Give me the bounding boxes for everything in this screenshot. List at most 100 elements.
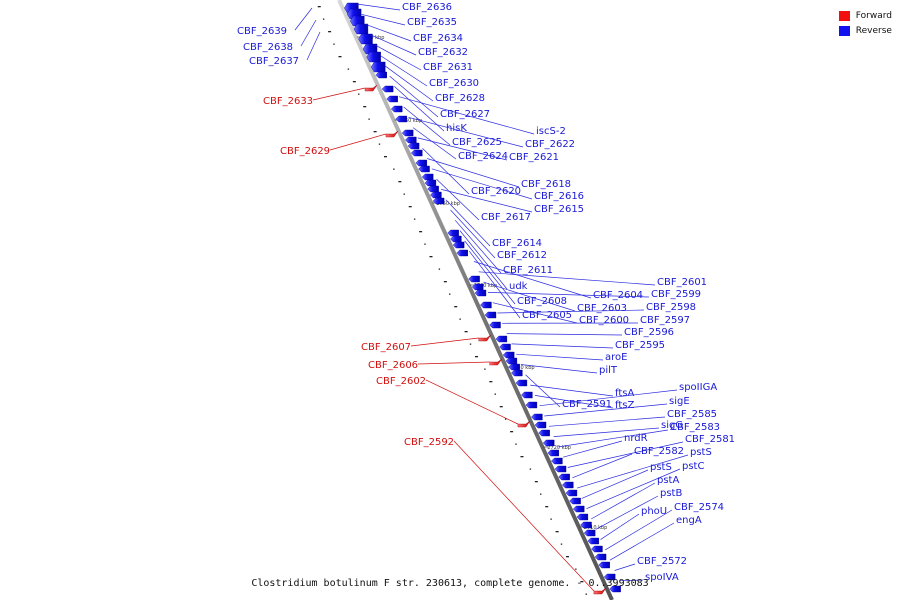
gene-label[interactable]: CBF_2638	[243, 42, 293, 53]
reverse-feature[interactable]	[525, 401, 538, 409]
gene-label[interactable]: CBF_2596	[624, 327, 674, 338]
gene-label[interactable]: CBF_2604	[593, 290, 643, 301]
gene-label[interactable]: phoU	[641, 506, 667, 517]
gene-label[interactable]: CBF_2633	[263, 96, 313, 107]
reverse-feature[interactable]	[430, 191, 442, 199]
gene-label[interactable]: CBF_2622	[525, 139, 575, 150]
reverse-feature[interactable]	[502, 351, 515, 359]
gene-label[interactable]: CBF_2631	[423, 62, 473, 73]
reverse-feature[interactable]	[587, 537, 599, 545]
reverse-feature[interactable]	[583, 529, 596, 537]
gene-label[interactable]: CBF_2582	[634, 446, 684, 457]
reverse-feature[interactable]	[562, 481, 574, 489]
gene-label[interactable]: pstC	[682, 461, 704, 472]
gene-label[interactable]: CBF_2592	[404, 437, 454, 448]
gene-label[interactable]: CBF_2603	[577, 303, 627, 314]
reverse-feature[interactable]	[421, 173, 434, 181]
gene-label[interactable]: CBF_2612	[497, 250, 547, 261]
gene-label[interactable]: CBF_2629	[280, 146, 330, 157]
gene-label[interactable]: CBF_2581	[685, 434, 735, 445]
gene-label[interactable]: CBF_2632	[418, 47, 468, 58]
reverse-feature[interactable]	[505, 357, 518, 365]
gene-label[interactable]: CBF_2628	[435, 93, 485, 104]
reverse-feature[interactable]	[474, 289, 487, 297]
gene-label[interactable]: pilT	[599, 365, 618, 376]
gene-label[interactable]: CBF_2635	[407, 17, 457, 28]
gene-label[interactable]: nrdR	[624, 433, 648, 444]
reverse-feature[interactable]	[484, 311, 497, 319]
gene-label[interactable]: hisK	[446, 123, 467, 134]
gene-label[interactable]: CBF_2598	[646, 302, 696, 313]
reverse-feature[interactable]	[572, 505, 585, 513]
reverse-feature[interactable]	[432, 197, 445, 205]
reverse-feature[interactable]	[370, 61, 386, 73]
forward-feature[interactable]	[593, 587, 607, 595]
gene-label[interactable]: spoIIGA	[679, 382, 717, 393]
gene-label[interactable]: CBF_2639	[237, 26, 287, 37]
forward-feature[interactable]	[489, 358, 502, 366]
gene-label[interactable]: CBF_2585	[667, 409, 717, 420]
gene-label[interactable]: spoIVA	[645, 572, 679, 583]
gene-label[interactable]: ftsZ	[615, 400, 634, 411]
reverse-feature[interactable]	[499, 343, 511, 351]
reverse-feature[interactable]	[375, 71, 387, 79]
reverse-feature[interactable]	[554, 465, 567, 473]
reverse-feature[interactable]	[452, 241, 465, 249]
reverse-feature[interactable]	[410, 149, 423, 157]
reverse-feature[interactable]	[401, 129, 414, 137]
gene-label[interactable]: CBF_2602	[376, 376, 426, 387]
reverse-feature[interactable]	[521, 391, 533, 399]
gene-label[interactable]: CBF_2600	[579, 315, 629, 326]
reverse-feature[interactable]	[598, 561, 610, 569]
reverse-feature[interactable]	[558, 473, 570, 481]
gene-label[interactable]: CBF_2583	[670, 422, 720, 433]
forward-feature[interactable]	[385, 130, 399, 138]
reverse-feature[interactable]	[456, 249, 468, 257]
gene-label[interactable]: CBF_2620	[471, 186, 521, 197]
gene-label[interactable]: CBF_2614	[492, 238, 542, 249]
reverse-feature[interactable]	[427, 185, 439, 193]
gene-label[interactable]: pstS	[650, 462, 672, 473]
reverse-feature[interactable]	[603, 573, 616, 581]
gene-label[interactable]: udk	[509, 281, 528, 292]
reverse-feature[interactable]	[591, 545, 603, 553]
reverse-feature[interactable]	[415, 159, 427, 167]
reverse-feature[interactable]	[450, 235, 462, 243]
gene-label[interactable]: CBF_2597	[640, 315, 690, 326]
reverse-feature[interactable]	[480, 301, 492, 309]
gene-label[interactable]: CBF_2630	[429, 78, 479, 89]
reverse-feature[interactable]	[390, 105, 403, 113]
gene-label[interactable]: CBF_2625	[452, 137, 502, 148]
gene-label[interactable]: CBF_2618	[521, 179, 571, 190]
gene-label[interactable]: CBF_2601	[657, 277, 707, 288]
reverse-feature[interactable]	[381, 85, 394, 93]
gene-label[interactable]: iscS-2	[536, 126, 566, 137]
gene-label[interactable]: CBF_2616	[534, 191, 584, 202]
reverse-feature[interactable]	[594, 553, 607, 561]
reverse-feature[interactable]	[531, 413, 543, 421]
gene-label[interactable]: engA	[676, 515, 702, 526]
gene-label[interactable]: CBF_2599	[651, 289, 701, 300]
gene-label[interactable]: CBF_2637	[249, 56, 299, 67]
reverse-feature[interactable]	[353, 23, 369, 35]
reverse-feature[interactable]	[358, 33, 373, 45]
gene-label[interactable]: pstS	[690, 447, 712, 458]
reverse-feature[interactable]	[565, 489, 578, 497]
reverse-feature[interactable]	[511, 369, 523, 377]
reverse-feature[interactable]	[407, 142, 420, 150]
gene-label[interactable]: CBF_2574	[674, 502, 724, 513]
gene-label[interactable]: CBF_2607	[361, 342, 411, 353]
gene-label[interactable]: CBF_2611	[503, 265, 553, 276]
reverse-feature[interactable]	[395, 115, 407, 123]
gene-label[interactable]: CBF_2636	[402, 2, 452, 13]
gene-label[interactable]: CBF_2627	[440, 109, 490, 120]
gene-label[interactable]: CBF_2572	[637, 556, 687, 567]
reverse-feature[interactable]	[366, 51, 381, 63]
reverse-feature[interactable]	[447, 229, 459, 237]
reverse-feature[interactable]	[468, 275, 480, 283]
gene-label[interactable]: sigG	[661, 420, 683, 431]
forward-feature[interactable]	[478, 334, 491, 342]
reverse-feature[interactable]	[576, 513, 589, 521]
reverse-feature[interactable]	[569, 497, 581, 505]
gene-label[interactable]: CBF_2634	[413, 33, 463, 44]
